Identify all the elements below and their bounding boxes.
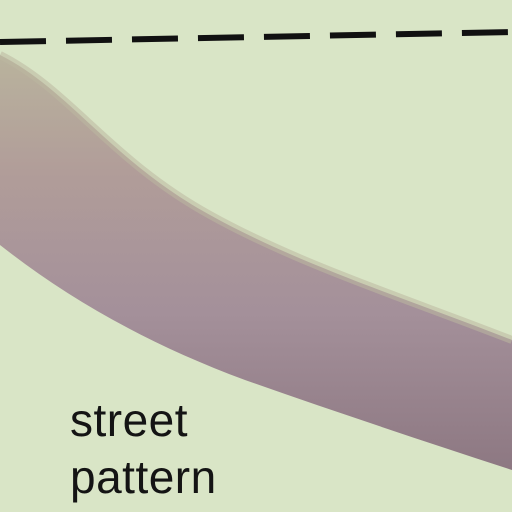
street-pattern-label: street pattern — [70, 392, 310, 506]
label-line-pattern: pattern — [70, 449, 310, 506]
dashed-boundary-line — [0, 32, 512, 42]
label-line-street: street — [70, 392, 310, 449]
